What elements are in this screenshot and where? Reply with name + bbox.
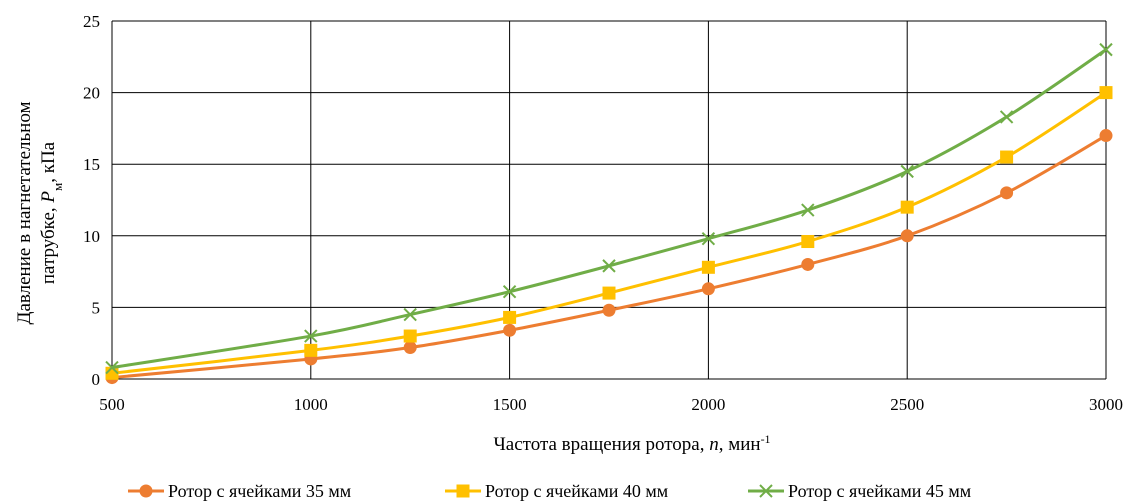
series-line: [111, 134, 1107, 380]
y-tick-labels: 0 5 10 15 20 25: [83, 12, 100, 389]
data-point: [503, 323, 517, 337]
data-point: [304, 343, 318, 357]
marker-x-stroke: [900, 164, 914, 179]
data-point: [1099, 86, 1113, 100]
data-point: [900, 229, 914, 243]
y-tick-label: 0: [92, 370, 101, 389]
data-point: [801, 257, 815, 271]
data-point: [403, 307, 417, 322]
series-line: [111, 48, 1107, 370]
y-tick-label: 20: [83, 84, 100, 103]
y-axis-title: Давление в нагнетательном патрубке, Pм, …: [14, 102, 65, 325]
x-axis-title: Частота вращения ротора, n, мин-1: [493, 432, 770, 455]
marker-x-stroke: [701, 231, 716, 246]
data-point: [502, 284, 517, 299]
data-point: [602, 286, 616, 300]
y-tick-label: 5: [92, 298, 101, 317]
data-point: [1000, 150, 1014, 164]
data-point: [602, 303, 616, 317]
series-2: [105, 86, 1113, 380]
y-axis-title-line2: патрубке, Pм, кПа: [38, 141, 65, 284]
legend-label: Ротор с ячейками 45 мм: [788, 481, 971, 501]
data-point: [701, 231, 716, 246]
x-tick-label: 500: [99, 395, 125, 414]
data-point: [701, 282, 715, 296]
data-point: [1099, 42, 1113, 57]
y-tick-label: 15: [83, 155, 100, 174]
marker-x-stroke: [759, 484, 773, 498]
x-tick-labels: 500 1000 1500 2000 2500 3000: [99, 395, 1123, 414]
data-point: [403, 340, 417, 354]
data-point: [1000, 186, 1014, 200]
x-tick-label: 1000: [294, 395, 328, 414]
grid-lines: [111, 20, 1107, 380]
data-point: [403, 329, 417, 343]
y-tick-label: 25: [83, 12, 100, 31]
x-tick-label: 3000: [1089, 395, 1123, 414]
marker-x-stroke: [403, 307, 417, 322]
legend-item-2: Ротор с ячейками 40 мм: [445, 481, 668, 501]
y-axis-title-line1: Давление в нагнетательном: [14, 102, 35, 325]
legend-marker: [139, 484, 153, 498]
data-point: [304, 329, 318, 343]
data-point: [999, 110, 1014, 124]
data-point: [801, 235, 815, 249]
data-point: [801, 203, 815, 217]
legend-item-3: Ротор с ячейками 45 мм: [748, 481, 971, 501]
marker-x-stroke: [502, 284, 517, 299]
data-point: [105, 360, 119, 375]
x-tick-label: 2000: [691, 395, 725, 414]
data-point: [900, 164, 914, 179]
x-tick-label: 1500: [493, 395, 527, 414]
marker-x-stroke: [999, 110, 1014, 124]
data-point: [503, 310, 517, 324]
marker-x-stroke: [801, 203, 815, 217]
data-point: [1099, 129, 1113, 143]
legend-marker: [456, 484, 470, 498]
marker-x-stroke: [602, 259, 616, 273]
data-point: [900, 200, 914, 214]
legend-label: Ротор с ячейками 35 мм: [168, 481, 351, 501]
series-lines: [105, 42, 1113, 385]
legend-marker: [759, 484, 773, 498]
x-tick-label: 2500: [890, 395, 924, 414]
marker-x-stroke: [105, 360, 119, 375]
data-point: [701, 260, 715, 274]
legend-item-1: Ротор с ячейками 35 мм: [128, 481, 351, 501]
legend-label: Ротор с ячейками 40 мм: [485, 481, 668, 501]
legend: Ротор с ячейками 35 мм Ротор с ячейками 4…: [128, 481, 971, 501]
series-line: [111, 91, 1107, 375]
series-3: [105, 42, 1113, 375]
marker-x-stroke: [304, 329, 318, 343]
data-point: [602, 259, 616, 273]
marker-x-stroke: [1099, 42, 1113, 57]
y-tick-label: 10: [83, 227, 100, 246]
